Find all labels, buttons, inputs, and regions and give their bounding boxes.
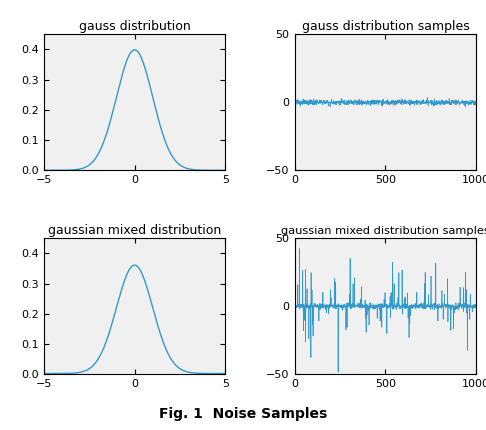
- Title: gaussian mixed distribution: gaussian mixed distribution: [48, 224, 221, 237]
- Title: gaussian mixed distribution samples: gaussian mixed distribution samples: [281, 226, 486, 236]
- Title: gauss distribution: gauss distribution: [79, 20, 191, 33]
- Text: Fig. 1  Noise Samples: Fig. 1 Noise Samples: [159, 407, 327, 421]
- Title: gauss distribution samples: gauss distribution samples: [301, 20, 469, 33]
